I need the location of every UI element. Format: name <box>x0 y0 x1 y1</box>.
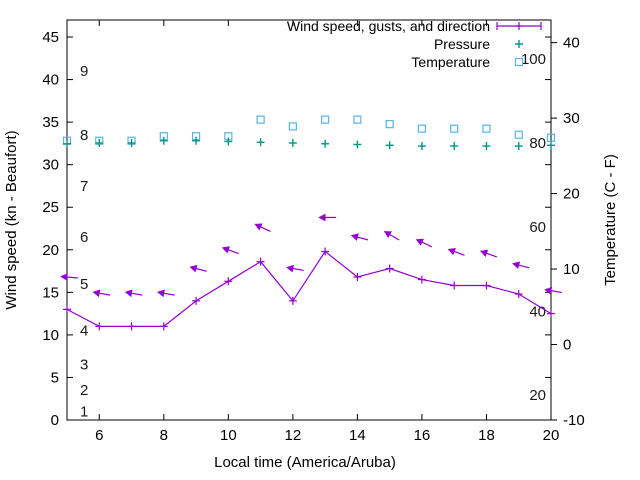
square-marker-icon <box>482 124 491 133</box>
wind-direction-arrow-icon <box>157 289 165 298</box>
wind-direction-arrow-icon <box>99 292 111 296</box>
y-axis-tick-label: 40 <box>42 72 59 89</box>
y-axis-tick-label: 15 <box>42 284 59 301</box>
square-marker-icon <box>288 122 297 131</box>
y-axis-tick-label: 30 <box>42 157 59 174</box>
square-marker-icon <box>256 115 265 124</box>
series-wind-gusts-direction <box>60 213 562 298</box>
beaufort-scale-label: 7 <box>80 178 88 195</box>
y2-axis-tick-label: 10 <box>563 261 580 278</box>
y-axis-tick-label: 0 <box>51 412 59 429</box>
wind-direction-arrow-icon <box>383 231 392 239</box>
wind-direction-arrow-icon <box>447 247 456 256</box>
wind-direction-arrow-icon <box>131 292 143 296</box>
wind-direction-arrow-icon <box>350 233 359 241</box>
y-axis-tick-label: 45 <box>42 29 59 46</box>
square-marker-icon <box>353 115 362 124</box>
y2-axis-tick-label: 0 <box>563 337 571 354</box>
wind-direction-arrow-icon <box>415 238 424 246</box>
wind-direction-arrow-icon <box>453 250 465 256</box>
y-axis-tick-label: 25 <box>42 199 59 216</box>
wind-direction-arrow-icon <box>318 213 326 222</box>
y2-axis-tick-label: 40 <box>563 35 580 52</box>
wind-direction-arrow-icon <box>357 236 369 241</box>
square-marker-icon <box>546 133 556 142</box>
wind-direction-arrow-icon <box>260 226 271 233</box>
wind-direction-arrow-icon <box>550 290 562 294</box>
x-axis-tick-label: 12 <box>285 427 302 444</box>
beaufort-scale-label: 4 <box>80 323 88 340</box>
x-axis-tick-label: 10 <box>220 427 237 444</box>
y-axis-tick-label: 10 <box>42 327 59 344</box>
beaufort-scale-label: 2 <box>80 382 88 399</box>
legend-label: Temperature <box>411 54 490 70</box>
wind-direction-arrow-icon <box>163 292 175 296</box>
y-axis-tick-label: 35 <box>42 114 59 131</box>
beaufort-scale-label: 3 <box>80 357 88 374</box>
fahrenheit-scale-label: 20 <box>529 387 546 404</box>
wind-direction-arrow-icon <box>486 252 498 258</box>
chart-legend: Wind speed, gusts, and direction Pressure… <box>287 18 542 70</box>
legend-label: Wind speed, gusts, and direction <box>287 18 490 34</box>
wind-direction-arrow-icon <box>254 223 263 231</box>
wind-direction-arrow-icon <box>512 261 521 269</box>
y2-axis-tick-label: -10 <box>563 412 585 429</box>
wind-speed-line <box>66 250 552 327</box>
square-marker-icon <box>385 120 394 129</box>
square-marker-icon <box>514 57 524 67</box>
beaufort-scale-label: 6 <box>80 229 88 246</box>
wind-direction-arrow-icon <box>92 289 101 298</box>
plot-frame <box>66 19 552 421</box>
fahrenheit-scale-label: 100 <box>521 51 546 68</box>
series-temperature <box>62 115 556 145</box>
wind-direction-arrow-icon <box>228 249 239 255</box>
wind-direction-arrow-icon <box>480 249 489 257</box>
square-marker-icon <box>514 130 523 139</box>
wind-direction-arrow-icon <box>518 264 530 269</box>
wind-direction-arrow-icon <box>195 267 207 272</box>
wind-direction-arrow-icon <box>544 286 553 295</box>
legend-label: Pressure <box>434 36 490 52</box>
wind-direction-arrow-icon <box>221 246 231 254</box>
x-axis-tick-label: 6 <box>95 427 103 444</box>
fahrenheit-scale-label: 60 <box>529 219 546 236</box>
beaufort-scale-label: 1 <box>80 403 88 420</box>
wind-direction-arrow-icon <box>124 289 133 298</box>
x-axis-tick-label: 14 <box>349 427 366 444</box>
y2-axis-title: Temperature (C - F) <box>602 154 619 286</box>
wind-direction-arrow-icon <box>60 273 68 281</box>
wind-direction-arrow-icon <box>292 267 304 272</box>
square-marker-icon <box>417 124 427 133</box>
beaufort-scale-label: 5 <box>80 276 88 293</box>
x-axis-title: Local time (America/Aruba) <box>214 454 396 471</box>
y-axis-tick-label: 20 <box>42 242 59 259</box>
y-axis-tick-label: 5 <box>51 369 59 386</box>
beaufort-scale-label: 8 <box>80 127 88 144</box>
beaufort-scale-label: 9 <box>80 63 88 80</box>
series-pressure <box>63 136 555 151</box>
x-axis-tick-label: 8 <box>160 427 168 444</box>
x-axis-tick-label: 20 <box>543 427 560 444</box>
fahrenheit-scale-label: 80 <box>529 135 546 152</box>
square-marker-icon <box>321 115 330 124</box>
x-axis-tick-label: 18 <box>478 427 495 444</box>
series-wind-speed <box>63 247 555 331</box>
square-marker-icon <box>450 124 459 133</box>
y2-axis-tick-label: 20 <box>563 186 580 203</box>
wind-direction-arrow-icon <box>389 233 400 241</box>
y2-axis-tick-label: 30 <box>563 110 580 127</box>
x-axis-tick-label: 16 <box>414 427 431 444</box>
wind-direction-arrow-icon <box>189 264 198 273</box>
wind-direction-arrow-icon <box>421 241 433 248</box>
wind-direction-arrow-icon <box>66 276 79 279</box>
y-axis-title: Wind speed (kn - Beaufort) <box>3 130 20 309</box>
wind-direction-arrow-icon <box>286 264 294 273</box>
